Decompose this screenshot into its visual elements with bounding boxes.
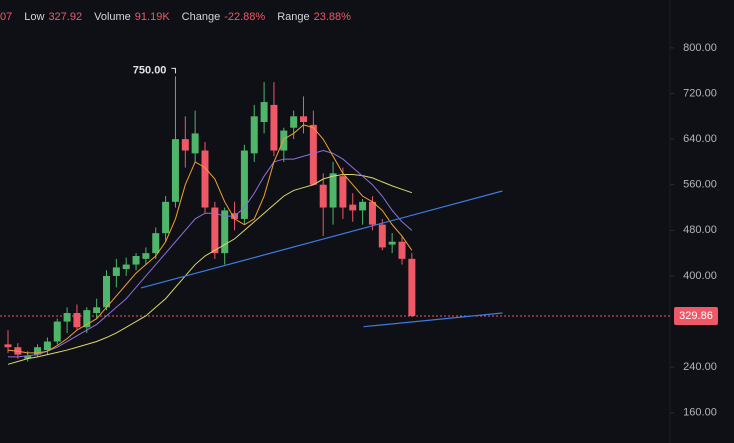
candle-body <box>103 275 110 308</box>
y-tick-label: 640.00 <box>683 133 717 145</box>
candle-body <box>171 139 179 202</box>
moving-average <box>7 124 413 354</box>
candle-body <box>43 341 51 351</box>
trendline <box>363 312 503 328</box>
high-label: 750.00 <box>133 64 167 76</box>
header-value: 327.92 <box>48 11 82 23</box>
candle-body <box>34 347 42 355</box>
y-tick-label: 160.00 <box>683 407 717 419</box>
candle-body <box>53 321 61 342</box>
candle-body <box>191 133 199 154</box>
y-tick-label: 720.00 <box>683 87 717 99</box>
candle-body <box>339 176 347 208</box>
candle-body <box>93 307 101 314</box>
header-value: 07 <box>0 11 12 23</box>
candle-body <box>290 116 298 128</box>
candle-body <box>63 313 71 322</box>
header-value: 91.19K <box>135 11 171 23</box>
candle-body <box>221 210 229 254</box>
candle-body <box>201 150 209 208</box>
candle-body <box>260 102 268 123</box>
y-tick-label: 480.00 <box>683 224 717 236</box>
header-label: Volume <box>94 11 131 23</box>
y-tick-label: 400.00 <box>683 270 717 282</box>
header-value: -22.88% <box>224 11 265 23</box>
candle-body <box>349 204 357 211</box>
candle-body <box>73 313 81 328</box>
candle-body <box>378 224 386 248</box>
candle-body <box>329 173 337 208</box>
header-label: Range <box>277 11 309 23</box>
high-arrow <box>171 67 176 74</box>
candle-body <box>240 150 248 219</box>
candle-body <box>142 253 150 259</box>
candle-body <box>112 267 120 276</box>
header-label: Change <box>182 11 221 23</box>
candle-body <box>4 344 12 348</box>
candle-body <box>152 233 160 254</box>
candle-body <box>250 116 258 154</box>
candle-body <box>24 355 32 359</box>
header-value: 23.88% <box>314 11 352 23</box>
candle-body <box>359 201 367 211</box>
y-tick-label: 560.00 <box>683 179 717 191</box>
header-label: Low <box>24 11 44 23</box>
candle-body <box>211 207 219 254</box>
candle-body <box>83 310 91 328</box>
candle-body <box>181 139 189 151</box>
candle-body <box>398 241 406 259</box>
candle-body <box>408 258 416 316</box>
candle-body <box>319 184 327 208</box>
candle-body <box>270 104 278 151</box>
candle-body <box>300 116 307 123</box>
candle-body <box>280 130 288 151</box>
candle-body <box>132 255 140 265</box>
price-label: 329.86 <box>679 310 713 322</box>
moving-average <box>8 149 413 358</box>
trendline <box>140 190 503 289</box>
y-tick-label: 240.00 <box>683 361 717 373</box>
candle-body <box>388 241 396 245</box>
candle-body <box>368 201 376 225</box>
price-label-bg <box>674 306 718 325</box>
candle-body <box>309 124 317 185</box>
y-tick-label: 800.00 <box>683 42 717 54</box>
candle-body <box>162 201 170 234</box>
candle-body <box>122 264 130 270</box>
